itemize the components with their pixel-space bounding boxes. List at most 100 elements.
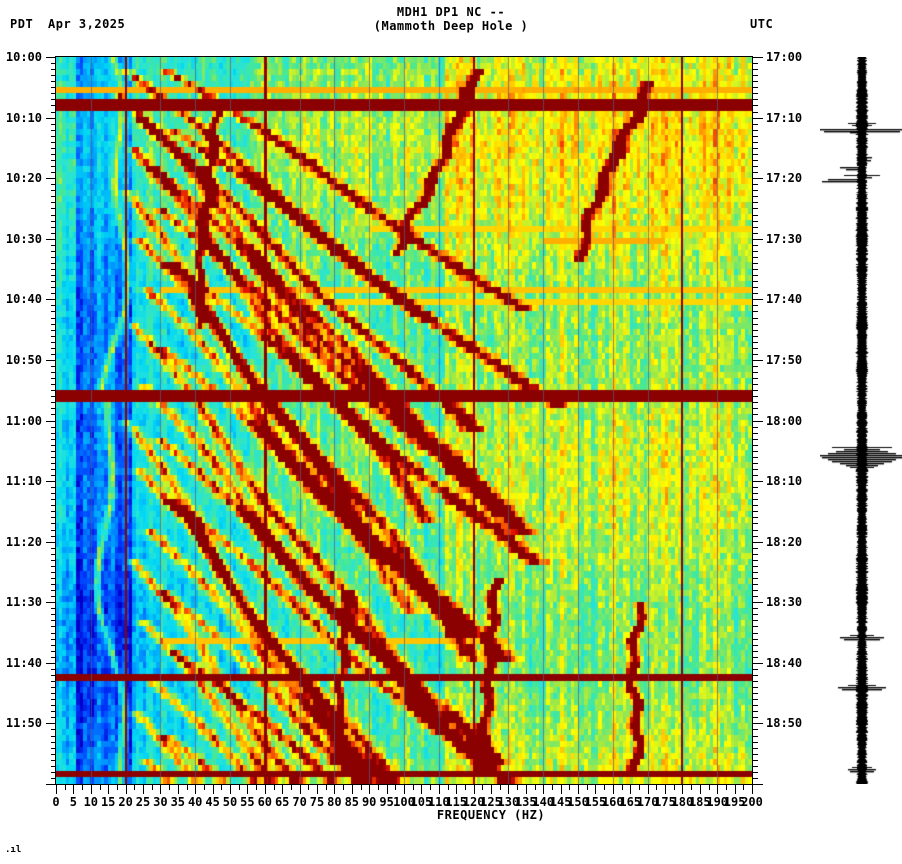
station-title: MDH1 DP1 NC -- [396, 5, 506, 19]
y-tick-right [753, 245, 758, 246]
x-axis-label: 25 [135, 795, 151, 809]
x-tick [152, 785, 153, 790]
y-tick-right [753, 669, 758, 670]
y-tick-right [753, 172, 758, 173]
x-tick [160, 785, 161, 794]
x-tick [439, 785, 440, 794]
x-tick [239, 785, 240, 790]
x-tick [300, 785, 301, 794]
x-tick [613, 785, 614, 794]
y-tick-left [51, 717, 56, 718]
y-tick-left [51, 208, 56, 209]
x-axis-label: 95 [379, 795, 394, 809]
y-tick-right [753, 408, 758, 409]
x-tick [343, 785, 344, 790]
y-tick-left [51, 227, 56, 228]
y-axis-right-label: 17:50 [766, 353, 803, 367]
x-axis-label: 200 [741, 795, 763, 809]
x-axis-label: 0 [52, 795, 60, 809]
x-axis-label: 160 [601, 795, 624, 809]
y-tick-right [753, 427, 758, 428]
y-tick-right [753, 251, 758, 252]
x-axis-label: 75 [309, 795, 325, 809]
x-axis-label: 85 [344, 795, 360, 809]
y-tick-left [46, 481, 56, 482]
y-tick-right [753, 402, 758, 403]
y-tick-left [51, 257, 56, 258]
y-tick-right [753, 530, 758, 531]
y-tick-left [51, 451, 56, 452]
x-tick [204, 785, 205, 790]
y-axis-left-label: 10:30 [5, 232, 42, 246]
y-tick-right [753, 608, 758, 609]
y-tick-left [51, 215, 56, 216]
x-axis-label: 35 [170, 795, 186, 809]
y-tick-left [51, 336, 56, 337]
x-tick [552, 785, 553, 790]
y-tick-left [51, 523, 56, 524]
x-tick [569, 785, 570, 790]
y-tick-left [51, 269, 56, 270]
y-tick-right [753, 196, 758, 197]
y-tick-right [753, 481, 763, 482]
x-tick [169, 785, 170, 790]
x-tick [195, 785, 196, 794]
y-tick-right [753, 729, 758, 730]
x-tick [56, 785, 57, 794]
y-tick-left [51, 584, 56, 585]
y-tick-left [51, 130, 56, 131]
y-tick-left [51, 190, 56, 191]
y-tick-right [753, 766, 758, 767]
x-axis-label: 120 [462, 795, 485, 809]
y-tick-right [753, 293, 758, 294]
x-tick [648, 785, 649, 794]
y-tick-left [51, 202, 56, 203]
y-tick-left [51, 651, 56, 652]
y-tick-left [51, 778, 56, 779]
y-tick-left [51, 196, 56, 197]
y-tick-left [51, 172, 56, 173]
y-tick-left [51, 578, 56, 579]
y-tick-right [753, 711, 758, 712]
y-tick-left [51, 263, 56, 264]
y-axis-left-label: 10:40 [5, 292, 42, 306]
y-tick-left [51, 681, 56, 682]
y-tick-right [753, 633, 758, 634]
y-tick-right [753, 330, 758, 331]
y-tick-right [753, 736, 758, 737]
y-tick-right [753, 178, 763, 179]
timezone-label-right: UTC [750, 17, 774, 31]
y-tick-right [753, 548, 758, 549]
x-tick [691, 785, 692, 790]
x-tick [91, 785, 92, 794]
corner-mark: .ıl [5, 845, 22, 855]
y-tick-right [753, 566, 758, 567]
y-tick-left [51, 348, 56, 349]
y-tick-right [753, 602, 763, 603]
y-tick-right [753, 112, 758, 113]
y-tick-right [753, 463, 758, 464]
y-tick-left [51, 233, 56, 234]
y-tick-left [51, 614, 56, 615]
y-tick-left [51, 414, 56, 415]
x-axis-label: 165 [619, 795, 642, 809]
y-tick-right [753, 651, 758, 652]
x-axis-label: 45 [205, 795, 220, 809]
y-tick-left [51, 184, 56, 185]
y-tick-left [51, 693, 56, 694]
y-tick-right [753, 445, 758, 446]
y-tick-right [753, 493, 758, 494]
x-tick [369, 785, 370, 794]
y-tick-left [46, 421, 56, 422]
y-axis-left-label: 10:50 [5, 353, 42, 367]
x-axis-label: 110 [427, 795, 450, 809]
spectrogram-plot[interactable] [56, 57, 752, 784]
y-axis-left-label: 10:10 [5, 111, 42, 125]
x-tick [178, 785, 179, 794]
y-tick-left [51, 81, 56, 82]
x-tick [404, 785, 405, 794]
x-tick [126, 785, 127, 794]
x-tick [108, 785, 109, 794]
y-tick-right [753, 469, 758, 470]
y-tick-right [753, 657, 758, 658]
